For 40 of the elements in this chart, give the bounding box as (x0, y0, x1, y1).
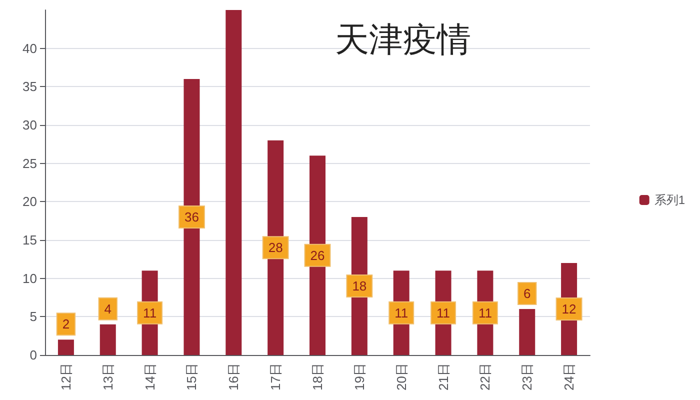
y-tick-label: 30 (22, 118, 37, 132)
text: 4 (104, 301, 112, 316)
text: 2 (62, 316, 70, 332)
chart-title: 天津疫情 (335, 20, 471, 60)
text: 36 (184, 210, 199, 224)
x-tick-label: 14日 (142, 363, 158, 390)
text: 11 (394, 305, 408, 320)
x-tick-label: 17日 (268, 363, 284, 390)
y-tick-label: 5 (30, 309, 37, 324)
x-tick-label: 23日 (520, 363, 535, 390)
y-tick-label: 25 (22, 156, 37, 171)
y-tick-label: 15 (22, 232, 37, 248)
x-tick-label: 21日 (436, 363, 451, 390)
x-tick-label: 20日 (394, 363, 409, 390)
y-tick-label: 0 (30, 348, 37, 362)
bar (58, 340, 74, 355)
y-tick-label: 35 (22, 79, 37, 94)
text: 18 (352, 278, 367, 294)
text: 11 (478, 305, 492, 320)
text: 28 (268, 240, 283, 256)
text: 11 (143, 305, 157, 320)
text: 6 (524, 286, 531, 301)
legend-label: 系列1 (654, 193, 686, 207)
bar (226, 10, 242, 355)
x-tick-label: 13日 (100, 363, 116, 390)
x-tick-label: 19日 (352, 363, 367, 390)
y-tick-label: 40 (22, 40, 37, 56)
bar (519, 309, 536, 355)
y-tick-label: 20 (22, 194, 37, 210)
x-tick-label: 16日 (226, 363, 242, 390)
bar (100, 324, 116, 355)
x-tick-label: 24日 (562, 363, 577, 390)
x-tick-label: 22日 (478, 363, 493, 390)
x-tick-label: 12日 (58, 363, 74, 390)
text: 26 (310, 248, 325, 263)
y-tick-label: 10 (22, 270, 37, 286)
x-tick-label: 18日 (310, 363, 325, 390)
x-tick-label: 15日 (184, 363, 200, 390)
text: 11 (436, 305, 450, 320)
text: 12 (562, 302, 576, 316)
